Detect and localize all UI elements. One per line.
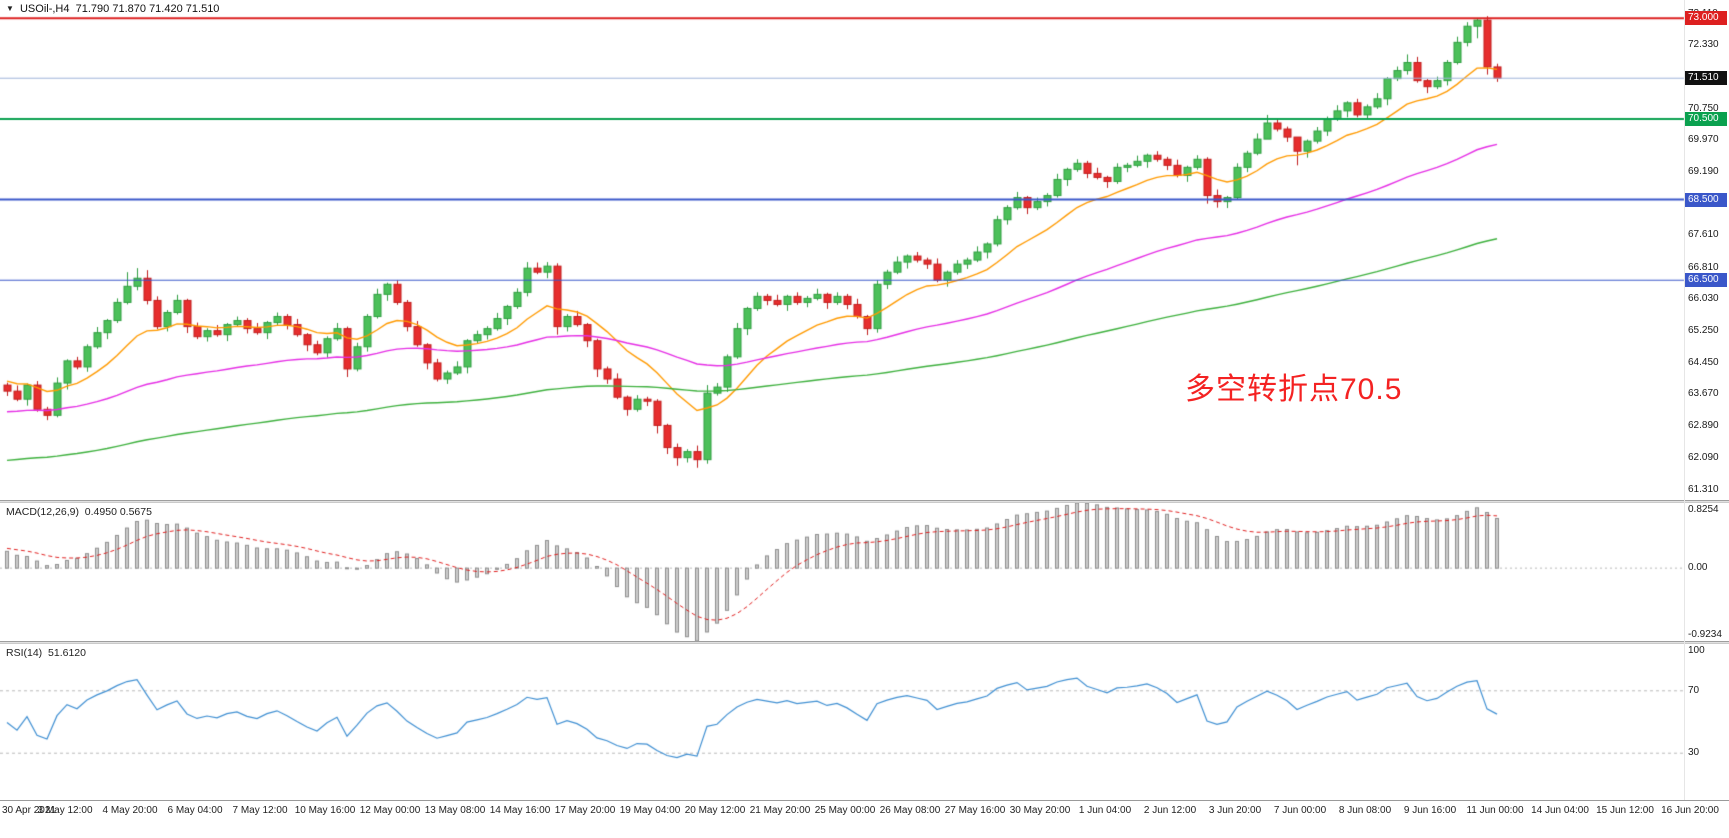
time-axis-label[interactable]: 16 Jun 20:00 xyxy=(1661,805,1719,816)
quote-low: 71.420 xyxy=(149,3,183,15)
quote-open: 71.790 xyxy=(75,3,110,15)
time-axis-label[interactable]: 11 Jun 00:00 xyxy=(1466,805,1524,816)
macd-axis-label: -0.9234 xyxy=(1688,629,1722,640)
macd-values: 0.4950 0.5675 xyxy=(84,506,152,518)
time-axis-label[interactable]: 14 May 16:00 xyxy=(489,805,551,816)
symbol-period-label: USOil-,H4 xyxy=(19,3,70,15)
price-level-tag[interactable]: 73.000 xyxy=(1685,11,1727,26)
time-axis-label[interactable]: 4 May 20:00 xyxy=(102,805,158,816)
main-price-chart-canvas[interactable] xyxy=(0,0,1729,500)
price-axis-label: 63.670 xyxy=(1688,388,1719,400)
price-axis-label: 69.970 xyxy=(1688,134,1719,146)
time-axis-label[interactable]: 20 May 12:00 xyxy=(684,805,746,816)
rsi-label: RSI(14) xyxy=(6,647,43,659)
time-axis-label[interactable]: 12 May 00:00 xyxy=(359,805,421,816)
time-axis-line xyxy=(0,800,1729,801)
time-axis-label[interactable]: 9 Jun 16:00 xyxy=(1403,805,1457,816)
quote-close: 71.510 xyxy=(185,3,220,15)
macd-indicator-canvas[interactable] xyxy=(0,503,1729,641)
rsi-indicator-canvas[interactable] xyxy=(0,644,1729,800)
price-axis-label: 64.450 xyxy=(1688,356,1719,368)
price-axis-label: 69.190 xyxy=(1688,165,1719,177)
quote-high: 71.870 xyxy=(112,3,146,15)
time-axis-label[interactable]: 19 May 04:00 xyxy=(619,805,681,816)
time-axis-label[interactable]: 1 Jun 04:00 xyxy=(1078,805,1132,816)
macd-header: MACD(12,26,9) 0.4950 0.5675 xyxy=(6,506,152,518)
macd-axis-label: 0.00 xyxy=(1688,562,1708,574)
panel-separator[interactable] xyxy=(0,641,1729,644)
price-axis-label: 72.330 xyxy=(1688,39,1719,51)
time-axis-label[interactable]: 13 May 08:00 xyxy=(424,805,486,816)
time-axis-label[interactable]: 6 May 04:00 xyxy=(167,805,223,816)
time-axis-label[interactable]: 27 May 16:00 xyxy=(944,805,1006,816)
price-axis-label: 66.810 xyxy=(1688,261,1719,273)
price-axis-label: 62.890 xyxy=(1688,419,1719,431)
panel-separator[interactable] xyxy=(0,500,1729,503)
bid-price-tag: 71.510 xyxy=(1685,71,1727,86)
rsi-axis-label: 30 xyxy=(1688,747,1700,759)
time-axis-label[interactable]: 17 May 20:00 xyxy=(554,805,616,816)
price-axis-label: 61.310 xyxy=(1688,483,1719,495)
time-axis-label[interactable]: 3 May 12:00 xyxy=(37,805,93,816)
price-axis-label: 66.030 xyxy=(1688,293,1719,305)
symbol-triangle-icon: ▼ xyxy=(6,4,14,13)
macd-axis-label: 0.8254 xyxy=(1688,504,1719,515)
time-axis-label[interactable]: 21 May 20:00 xyxy=(749,805,811,816)
time-axis-label[interactable]: 7 May 12:00 xyxy=(232,805,288,816)
time-axis-label[interactable]: 14 Jun 04:00 xyxy=(1531,805,1589,816)
price-level-tag[interactable]: 66.500 xyxy=(1685,273,1727,288)
time-axis-label[interactable]: 30 Apr 2021 xyxy=(2,805,56,816)
price-axis-label: 62.090 xyxy=(1688,452,1719,464)
time-axis-label[interactable]: 30 May 20:00 xyxy=(1009,805,1071,816)
chart-annotation: 多空转折点70.5 xyxy=(1185,373,1403,406)
rsi-axis-label: 70 xyxy=(1688,684,1700,696)
time-axis-label[interactable]: 3 Jun 20:00 xyxy=(1208,805,1262,816)
time-axis-label[interactable]: 26 May 08:00 xyxy=(879,805,941,816)
ohlc-quote: ▼ USOil-,H4 71.790 71.870 71.420 71.510 xyxy=(6,3,219,15)
time-axis-label[interactable]: 15 Jun 12:00 xyxy=(1596,805,1654,816)
price-axis-border xyxy=(1684,0,1685,800)
time-axis-label[interactable]: 2 Jun 12:00 xyxy=(1143,805,1197,816)
rsi-header: RSI(14) 51.6120 xyxy=(6,647,86,659)
time-axis-label[interactable]: 25 May 00:00 xyxy=(814,805,876,816)
time-axis-label[interactable]: 8 Jun 08:00 xyxy=(1338,805,1392,816)
price-axis-label: 67.610 xyxy=(1688,229,1719,241)
time-axis-label[interactable]: 7 Jun 00:00 xyxy=(1273,805,1327,816)
rsi-axis-label: 100 xyxy=(1688,645,1705,656)
time-axis-label[interactable]: 10 May 16:00 xyxy=(294,805,356,816)
rsi-value: 51.6120 xyxy=(48,647,86,659)
price-axis-label: 65.250 xyxy=(1688,324,1719,336)
price-level-tag[interactable]: 68.500 xyxy=(1685,192,1727,207)
macd-label: MACD(12,26,9) xyxy=(6,506,79,518)
price-axis-label: 70.750 xyxy=(1688,102,1719,114)
price-level-tag[interactable]: 70.500 xyxy=(1685,111,1727,126)
